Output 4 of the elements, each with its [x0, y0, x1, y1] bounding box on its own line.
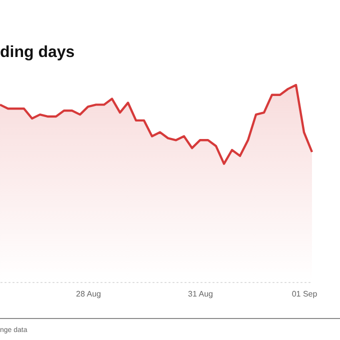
- chart-title: ding days: [0, 44, 75, 61]
- x-tick-label: 01 Sep: [292, 290, 318, 298]
- x-tick-label: 28 Aug: [76, 290, 101, 298]
- x-tick-label: 31 Aug: [188, 290, 213, 298]
